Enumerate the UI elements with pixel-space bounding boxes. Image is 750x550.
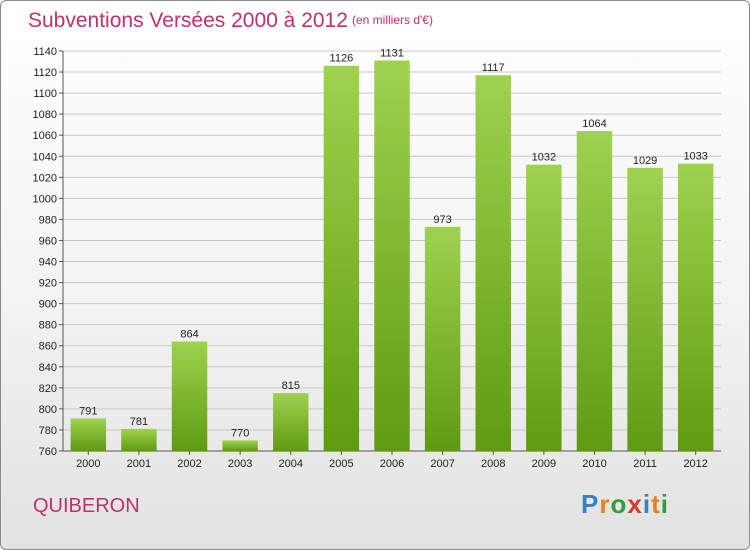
y-tick-label: 760 xyxy=(39,446,57,458)
bar-value-label: 1029 xyxy=(633,155,657,167)
bar xyxy=(222,440,258,451)
bar-value-label: 864 xyxy=(180,329,198,341)
bar-value-label: 1032 xyxy=(532,152,556,164)
bar-value-label: 1033 xyxy=(683,151,707,163)
logo-letter: t xyxy=(651,489,661,519)
bar-value-label: 1117 xyxy=(482,62,505,74)
bar xyxy=(677,163,714,451)
y-tick-label: 1060 xyxy=(33,130,57,142)
x-tick-label: 2001 xyxy=(127,458,151,470)
x-tick-label: 2004 xyxy=(279,458,303,470)
logo-letter: o xyxy=(610,489,628,519)
bar xyxy=(576,131,613,451)
x-tick-label: 2000 xyxy=(76,458,100,470)
chart-subtitle: (en milliers d'€) xyxy=(352,13,433,27)
bar-value-label: 791 xyxy=(79,405,97,417)
x-tick-label: 2003 xyxy=(228,458,252,470)
x-tick-label: 2010 xyxy=(582,458,606,470)
y-tick-label: 900 xyxy=(39,299,57,311)
y-tick-label: 860 xyxy=(39,341,57,353)
bar-value-label: 1131 xyxy=(380,47,404,59)
bar xyxy=(627,167,663,451)
y-tick-label: 780 xyxy=(39,425,57,437)
bar xyxy=(424,226,461,451)
y-tick-label: 940 xyxy=(39,257,57,269)
x-tick-label: 2008 xyxy=(481,458,505,470)
proxiti-logo: Proxiti xyxy=(581,489,669,520)
x-tick-label: 2006 xyxy=(380,458,404,470)
logo-letter: i xyxy=(660,489,669,519)
y-tick-label: 1140 xyxy=(33,46,57,58)
y-tick-label: 1120 xyxy=(33,67,57,79)
bar xyxy=(121,428,157,451)
x-tick-label: 2005 xyxy=(329,458,353,470)
x-tick-label: 2011 xyxy=(633,458,657,470)
y-tick-label: 1040 xyxy=(33,151,57,163)
logo-letter: r xyxy=(599,489,611,519)
bar-value-label: 781 xyxy=(130,416,148,428)
bar xyxy=(70,418,107,451)
place-name: QUIBERON xyxy=(33,495,140,517)
bar xyxy=(171,341,208,451)
y-tick-label: 880 xyxy=(39,320,57,332)
logo-letter: P xyxy=(581,489,600,519)
logo-letter: x xyxy=(627,489,643,519)
x-tick-label: 2002 xyxy=(177,458,201,470)
bar xyxy=(475,75,511,452)
y-tick-label: 840 xyxy=(39,362,57,374)
bar xyxy=(273,393,309,451)
bar-value-label: 973 xyxy=(433,214,451,226)
bar xyxy=(526,164,562,451)
y-tick-label: 1000 xyxy=(33,193,57,205)
bar-value-label: 815 xyxy=(282,380,300,392)
bar-value-label: 1126 xyxy=(330,53,354,65)
y-tick-label: 1020 xyxy=(33,172,57,184)
y-tick-label: 1100 xyxy=(33,88,57,100)
x-tick-label: 2012 xyxy=(683,458,707,470)
x-tick-label: 2009 xyxy=(532,458,556,470)
bar-value-label: 1064 xyxy=(582,118,606,130)
y-tick-label: 980 xyxy=(39,214,57,226)
bar xyxy=(374,60,410,451)
logo-letter: i xyxy=(642,489,652,519)
x-tick-label: 2007 xyxy=(430,458,454,470)
y-tick-label: 920 xyxy=(39,278,57,290)
y-tick-label: 820 xyxy=(39,383,57,395)
bar xyxy=(323,65,360,451)
bar-value-label: 770 xyxy=(231,427,249,439)
y-tick-label: 960 xyxy=(39,235,57,247)
y-tick-label: 1080 xyxy=(33,109,57,121)
y-tick-label: 800 xyxy=(39,404,57,416)
chart-title: Subventions Versées 2000 à 2012 xyxy=(28,9,348,32)
